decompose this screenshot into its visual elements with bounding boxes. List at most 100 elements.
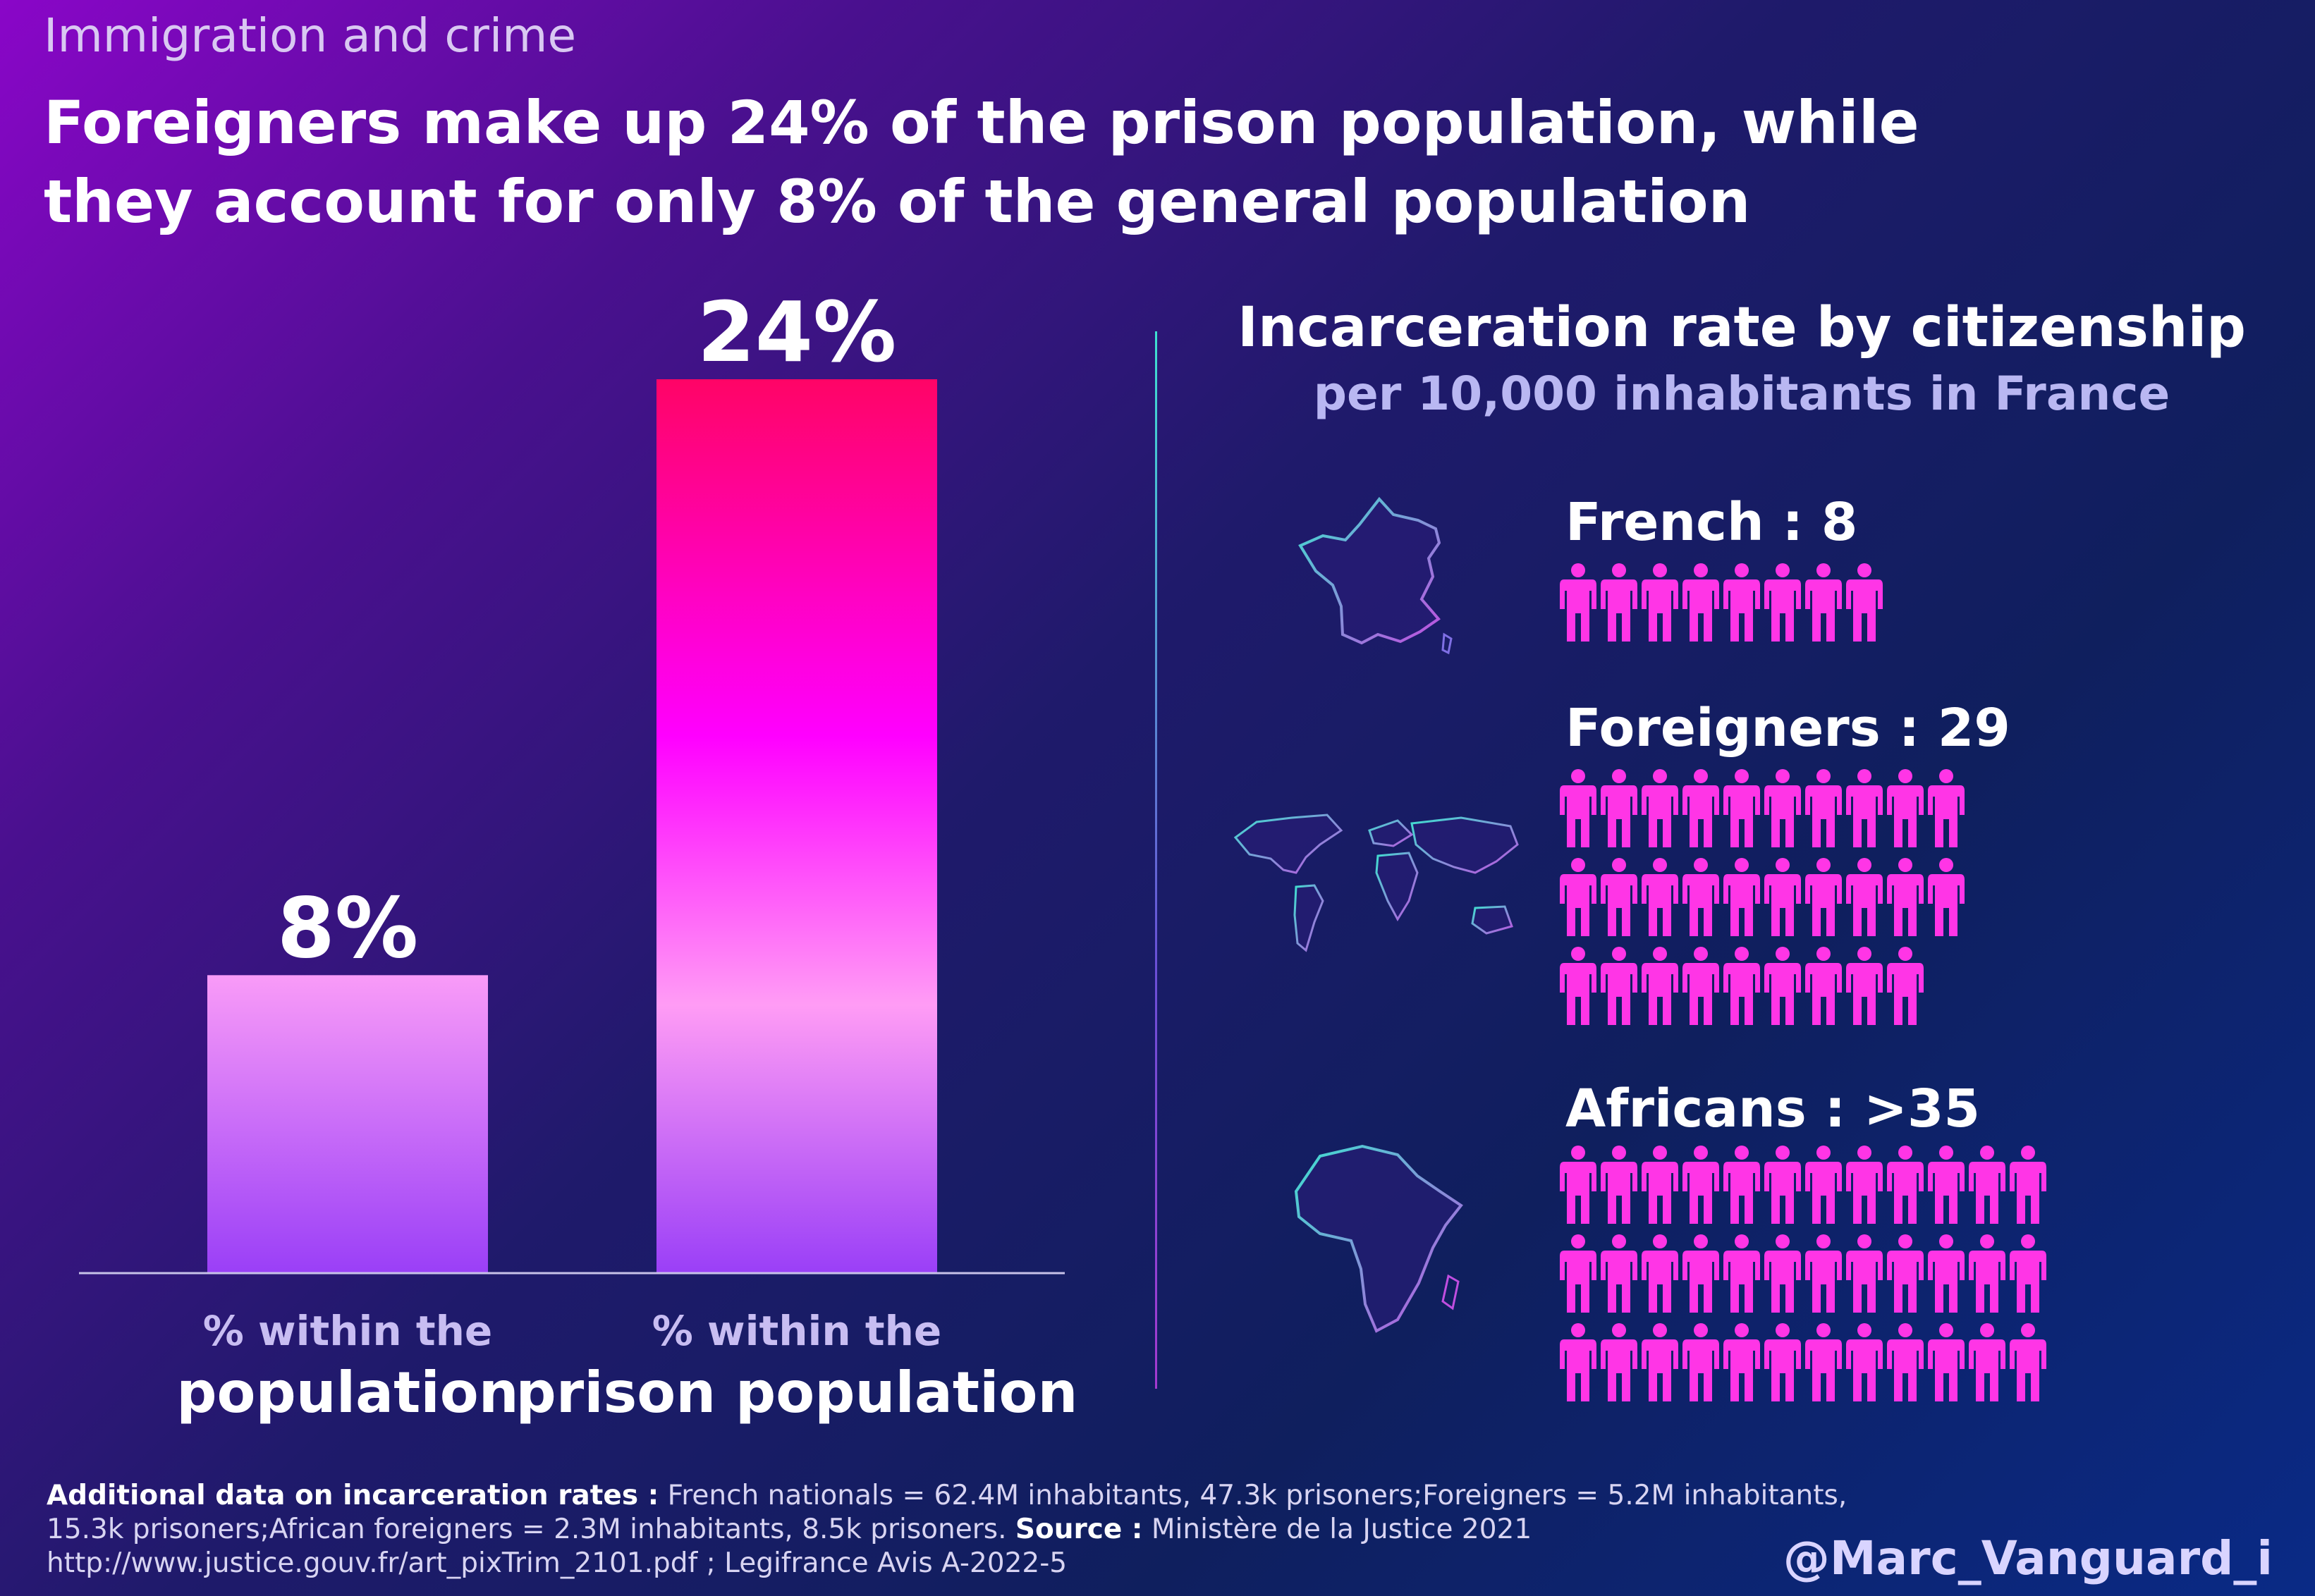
person-icon [1560,1323,1596,1401]
person-icon [1887,769,1924,847]
person-icon [1928,769,1965,847]
people-icons-africans [1560,1146,2046,1401]
person-icon [1682,1234,1719,1313]
person-icon [1764,947,1801,1025]
person-icon [1805,563,1842,642]
person-icon [1805,769,1842,847]
source-text: Ministère de la Justice 2021 http://www.… [47,1514,1532,1579]
person-icon [1887,1146,1924,1224]
person-icon [1723,1234,1760,1313]
person-icon [1969,1323,2005,1401]
person-icon [1887,1323,1924,1401]
panel-title: Incarceration rate by citizenship [1237,296,2247,360]
person-icon [1928,1323,1965,1401]
person-icon [1642,858,1678,936]
bar-chart: 8% % within the population 24% % within the p… [79,283,1078,1425]
footnote: Additional data on incarceration rates :… [47,1479,1880,1580]
person-icon [1846,858,1883,936]
person-icon [1642,1234,1678,1313]
person-icon [1764,563,1801,642]
person-icon [1887,947,1924,1025]
person-icon [1723,563,1760,642]
footnote-text: French nationals = 62.4M inhabitants, 47… [47,1480,1847,1545]
person-icon [1846,563,1883,642]
person-icon [1928,858,1965,936]
person-icon [1682,1146,1719,1224]
person-icon [1887,1234,1924,1313]
footnote-label: Additional data on incarceration rates : [47,1480,659,1511]
person-icon [1642,947,1678,1025]
person-icon [1642,1323,1678,1401]
person-icon [1560,947,1596,1025]
person-icon [1764,769,1801,847]
person-icon [1601,947,1637,1025]
kicker: Immigration and crime [44,8,577,63]
headline: Foreigners make up 24% of the prison pop… [44,88,1919,236]
author-handle: @Marc_Vanguard_i [1783,1531,2273,1585]
person-icon [2010,1146,2046,1224]
person-icon [1560,858,1596,936]
person-icon [1846,1234,1883,1313]
person-icon [1723,769,1760,847]
person-icon [1928,1146,1965,1224]
africa-map-icon [1294,1144,1463,1333]
person-icon [1642,769,1678,847]
bar-1 [207,975,488,1273]
people-icons-foreigners [1560,769,1965,1025]
bar-2 [656,379,937,1273]
person-icon [1723,858,1760,936]
person-icon [1764,1146,1801,1224]
france-map-icon [1298,496,1453,655]
person-icon [1805,1323,1842,1401]
person-icon [1846,1323,1883,1401]
person-icon [1601,1146,1637,1224]
source-label: Source : [1015,1514,1143,1545]
person-icon [1805,947,1842,1025]
person-icon [1969,1146,2005,1224]
person-icon [1846,1146,1883,1224]
group-label-foreigners: Foreigners : 29 [1565,698,2010,759]
person-icon [1805,1146,1842,1224]
person-icon [1723,1146,1760,1224]
person-icon [1601,1234,1637,1313]
person-icon [1682,858,1719,936]
bar-value-label-1: 8% [277,879,418,976]
person-icon [1682,563,1719,642]
person-icon [1805,858,1842,936]
panel-subtitle: per 10,000 inhabitants in France [1313,367,2170,421]
category-label-2-line-1: % within the [652,1307,942,1355]
person-icon [1887,858,1924,936]
person-icon [1805,1234,1842,1313]
person-icon [1846,769,1883,847]
person-icon [1642,563,1678,642]
person-icon [1764,1234,1801,1313]
person-icon [1846,947,1883,1025]
person-icon [1682,1323,1719,1401]
person-icon [1601,563,1637,642]
person-icon [2010,1323,2046,1401]
group-label-french: French : 8 [1565,492,1858,553]
world-map-icon [1233,814,1519,952]
person-icon [1601,1323,1637,1401]
person-icon [1723,1323,1760,1401]
person-icon [1682,947,1719,1025]
person-icon [1560,1146,1596,1224]
category-label-2-line-2: prison population [516,1360,1078,1425]
person-icon [1969,1234,2005,1313]
person-icon [1928,1234,1965,1313]
person-icon [1560,563,1596,642]
person-icon [1601,769,1637,847]
group-label-africans: Africans : >35 [1565,1079,1980,1139]
panel-divider [1155,331,1157,1389]
bar-value-label-2: 24% [697,283,896,381]
person-icon [1682,769,1719,847]
person-icon [1560,1234,1596,1313]
person-icon [1642,1146,1678,1224]
person-icon [1560,769,1596,847]
person-icon [1601,858,1637,936]
person-icon [1764,858,1801,936]
people-icons-french [1560,563,1883,642]
person-icon [1723,947,1760,1025]
person-icon [1764,1323,1801,1401]
category-label-1-line-2: population [176,1360,518,1425]
